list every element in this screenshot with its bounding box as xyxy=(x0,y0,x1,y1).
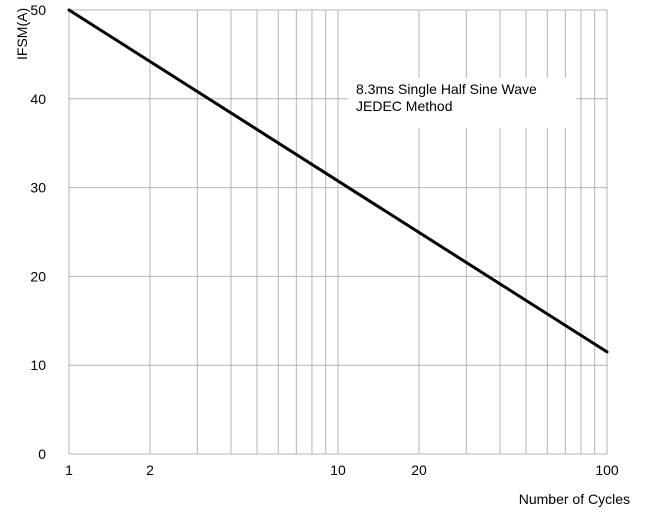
y-tick-label: 40 xyxy=(30,91,46,107)
y-tick-label: 50 xyxy=(30,2,46,18)
x-tick-label: 2 xyxy=(146,462,154,478)
y-tick-label: 10 xyxy=(30,357,46,373)
y-tick-label: 0 xyxy=(38,446,46,462)
y-tick-label: 30 xyxy=(30,180,46,196)
series-line xyxy=(67,8,609,354)
tick-labels: 1 2 10 20 100 0 10 20 30 40 50 xyxy=(30,2,618,478)
y-tick-label: 20 xyxy=(30,268,46,284)
x-axis-label: Number of Cycles xyxy=(519,491,630,507)
x-tick-label: 100 xyxy=(595,462,619,478)
annotation-line-1: 8.3ms Single Half Sine Wave xyxy=(356,81,537,97)
x-tick-label: 20 xyxy=(411,462,427,478)
y-axis-label: IFSM(A) xyxy=(14,8,30,60)
annotation-background xyxy=(348,78,576,128)
x-tick-label: 10 xyxy=(330,462,346,478)
x-tick-label: 1 xyxy=(65,462,73,478)
annotation-line-2: JEDEC Method xyxy=(356,98,452,114)
series-layer xyxy=(67,8,609,354)
grid xyxy=(68,9,608,455)
